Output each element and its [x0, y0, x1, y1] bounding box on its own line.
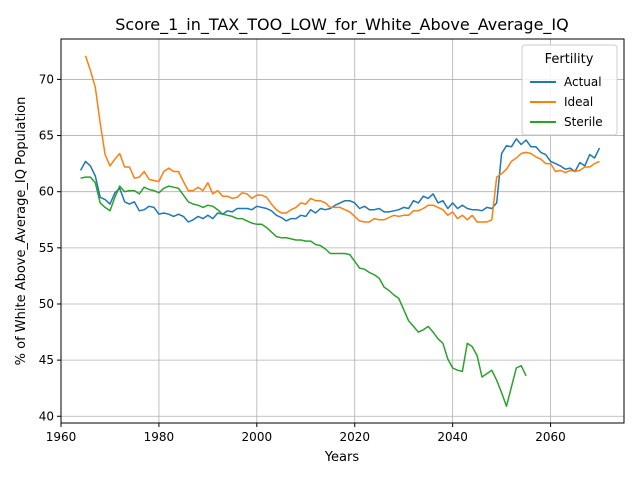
legend-label: Ideal: [564, 95, 593, 109]
legend-items: Actual Ideal Sterile: [530, 75, 603, 129]
x-tick-label: 1980: [144, 430, 175, 444]
y-axis-ticks: 40 45 50 55 60 65 70: [39, 72, 61, 423]
x-tick-label: 2060: [535, 430, 566, 444]
x-tick-label: 2040: [437, 430, 468, 444]
x-tick-label: 1960: [46, 430, 77, 444]
grid-lines: [60, 39, 624, 423]
plot-lines: [79, 55, 601, 407]
x-tick-label: 2020: [339, 430, 370, 444]
legend-label: Actual: [564, 75, 602, 89]
legend-item-ideal: Ideal: [530, 95, 593, 109]
legend: Fertility Actual Ideal Sterile: [521, 44, 618, 136]
x-axis-ticks: 1960 1980 2000 2020 2040 2060: [46, 423, 566, 444]
series-line-actual: [79, 138, 601, 223]
series-line-sterile: [80, 176, 527, 407]
legend-label: Sterile: [564, 115, 603, 129]
plot-frame: [60, 38, 625, 424]
legend-title: Fertility: [545, 52, 594, 67]
y-tick-label: 40: [39, 409, 54, 423]
y-tick-label: 65: [39, 129, 54, 143]
legend-box: [521, 44, 618, 136]
legend-item-sterile: Sterile: [530, 115, 603, 129]
chart-title: Score_1_in_TAX_TOO_LOW_for_White_Above_A…: [115, 15, 568, 35]
y-tick-label: 55: [39, 241, 54, 255]
x-axis-label: Years: [324, 450, 360, 465]
x-tick-label: 2000: [242, 430, 273, 444]
series-line-ideal: [84, 55, 600, 223]
y-axis-label: % of White Above_Average_IQ Population: [14, 97, 29, 366]
y-tick-label: 70: [39, 72, 54, 86]
legend-item-actual: Actual: [530, 75, 602, 89]
y-tick-label: 45: [39, 353, 54, 367]
y-tick-label: 60: [39, 185, 54, 199]
y-tick-label: 50: [39, 297, 54, 311]
